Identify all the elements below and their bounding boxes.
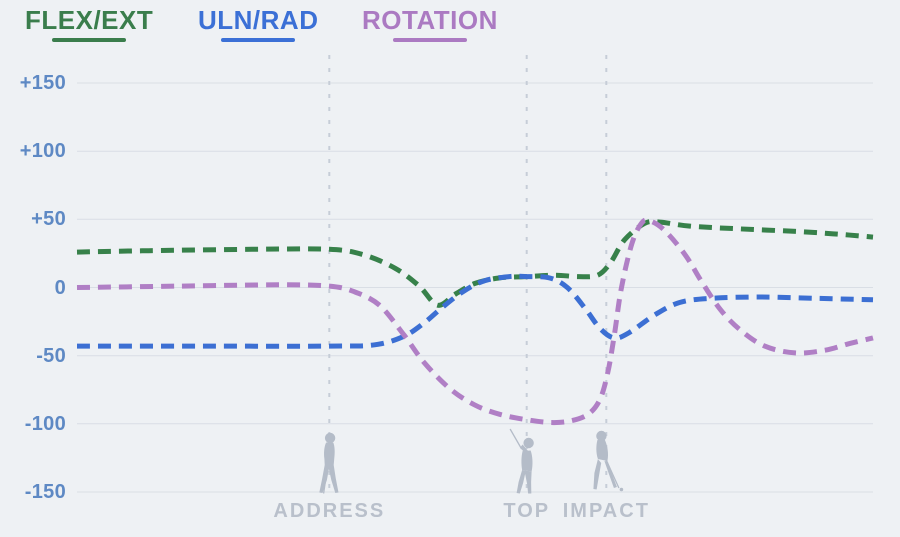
golfer-address-silhouette [319,432,339,494]
golfer-top-silhouette [509,428,534,494]
y-axis-label: 0 [54,276,66,299]
legend-item-uln-rad: ULN/RAD [198,7,319,42]
phase-impact: IMPACT [563,426,650,522]
y-axis-label: -50 [36,344,66,367]
phase-label-impact: IMPACT [562,500,650,522]
y-axis-label: -150 [24,481,66,503]
legend-label-uln-rad: ULN/RAD [198,5,319,35]
legend-underline-flex-ext [52,38,127,42]
phase-top: TOP [503,426,550,522]
series-uln-rad [77,273,874,349]
phase-label-address: ADDRESS [273,500,386,522]
legend-label-flex-ext: FLEX/EXT [25,5,154,35]
y-axis-label: +50 [31,208,66,231]
legend-item-flex-ext: FLEX/EXT [25,7,153,42]
y-axis: +150 +100 +50 0 -50 -100 -150 [0,0,66,537]
phase-address: ADDRESS [273,432,385,522]
legend-underline-uln-rad [221,38,296,42]
y-axis-label: +150 [19,72,66,94]
y-axis-label: -100 [24,412,66,435]
series-rotation [76,217,874,426]
y-axis-label: +100 [19,140,66,163]
legend-label-rotation: ROTATION [362,5,498,35]
golfer-impact-silhouette [593,430,624,492]
series-flex-ext [76,218,874,308]
legend-underline-rotation [392,38,467,42]
legend-item-rotation: ROTATION [362,7,498,42]
phase-label-top: TOP [503,500,551,522]
chart-legend: FLEX/EXT ULN/RAD ROTATION [0,7,900,53]
